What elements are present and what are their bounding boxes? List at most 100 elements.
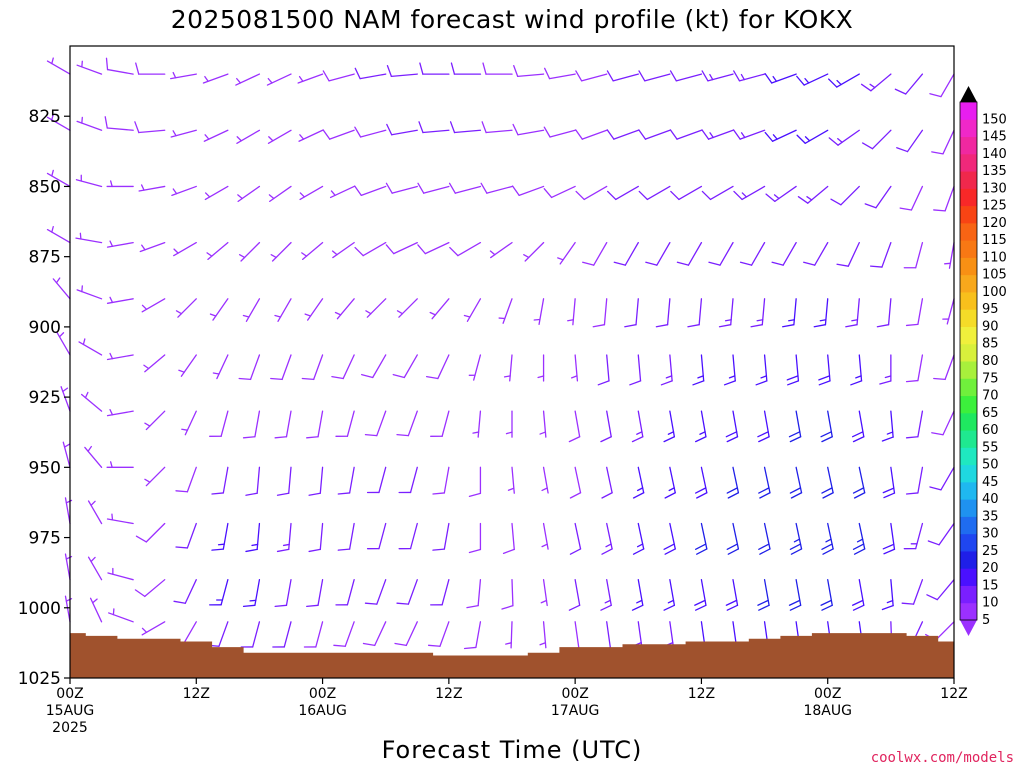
- wind-barb: [354, 241, 387, 257]
- wind-barb: [660, 354, 673, 386]
- wind-barb: [820, 410, 833, 443]
- wind-barb: [708, 241, 734, 266]
- wind-barb: [903, 522, 924, 550]
- wind-barb: [567, 298, 576, 326]
- wind-barb: [638, 70, 671, 82]
- wind-barb: [322, 70, 355, 82]
- colorbar-segment: [960, 188, 977, 207]
- wind-barb: [398, 466, 418, 494]
- wind-barb: [606, 129, 639, 140]
- wind-barb: [818, 354, 831, 386]
- colorbar-segment: [960, 102, 977, 120]
- colorbar-label: 125: [982, 199, 1007, 214]
- wind-barb: [106, 352, 134, 361]
- colorbar-label: 45: [982, 475, 999, 490]
- wind-barb: [175, 522, 197, 549]
- wind-barb: [270, 241, 292, 262]
- y-tick-label: 1025: [18, 669, 61, 689]
- wind-barb: [725, 410, 739, 443]
- wind-barb: [850, 354, 863, 386]
- wind-barb: [135, 62, 166, 75]
- wind-barb: [903, 241, 924, 269]
- wind-barb: [134, 579, 166, 598]
- wind-barb: [851, 579, 865, 611]
- colorbar-segment: [960, 153, 977, 172]
- wind-barb: [206, 241, 229, 260]
- wind-barb: [933, 354, 955, 381]
- terrain-surface: [70, 633, 954, 678]
- wind-barb: [905, 410, 924, 439]
- colorbar-segment: [960, 499, 977, 517]
- wind-barb: [582, 241, 608, 266]
- wind-barb: [929, 466, 955, 491]
- wind-barb: [607, 185, 639, 201]
- wind-barb: [803, 241, 829, 266]
- wind-barb: [105, 57, 134, 75]
- wind-barb: [670, 185, 703, 201]
- wind-barb: [303, 621, 324, 648]
- plot-area: [46, 45, 955, 679]
- y-axis: 825 850 875 900 925 950 975 1000 1025: [18, 107, 70, 689]
- wind-barb: [89, 597, 103, 623]
- wind-barb: [830, 185, 860, 206]
- wind-barb: [771, 241, 797, 266]
- wind-barb: [663, 522, 676, 555]
- wind-barb: [170, 129, 197, 138]
- wind-barb: [601, 522, 613, 555]
- wind-barb: [638, 185, 671, 201]
- wind-barb: [592, 298, 608, 328]
- wind-barb: [418, 121, 450, 134]
- wind-barb: [896, 129, 924, 153]
- wind-barb: [821, 466, 834, 499]
- wind-barb: [501, 579, 514, 610]
- colorbar-label: 130: [982, 181, 1007, 196]
- wind-barb: [820, 579, 833, 611]
- wind-barb: [361, 354, 387, 379]
- wind-barb: [430, 410, 450, 437]
- wind-barb: [209, 579, 229, 606]
- wind-barb: [931, 410, 955, 436]
- wind-barb: [202, 73, 229, 84]
- colorbar-segment: [960, 309, 977, 327]
- colorbar-segment: [960, 568, 977, 586]
- wind-barb: [723, 354, 736, 386]
- wind-barb: [46, 113, 71, 131]
- wind-barb: [882, 466, 896, 499]
- wind-barb: [236, 129, 261, 144]
- wind-barb: [299, 185, 324, 201]
- wind-barb: [505, 410, 513, 438]
- wind-barb: [541, 466, 549, 494]
- wind-barb: [267, 129, 292, 144]
- wind-barb: [308, 466, 324, 496]
- wind-barb: [788, 579, 802, 611]
- colorbar-label: 70: [982, 389, 999, 404]
- wind-barb: [64, 497, 73, 525]
- colorbar-label: 65: [982, 406, 999, 421]
- wind-barb: [366, 466, 387, 494]
- wind-barb: [394, 621, 418, 647]
- colorbar-segment: [960, 516, 977, 535]
- wind-barb: [178, 354, 197, 377]
- wind-barb: [533, 298, 545, 326]
- colorbar-label: 40: [982, 492, 999, 507]
- colorbar-label: 140: [982, 147, 1007, 162]
- x-tick-label: 00Z: [56, 686, 83, 702]
- x-tick-label: 12Z: [940, 686, 967, 702]
- wind-barb: [329, 185, 355, 199]
- colorbar-segment: [960, 274, 977, 293]
- wind-barb: [755, 354, 768, 386]
- colorbar-label: 75: [982, 371, 999, 386]
- wind-barb: [396, 579, 418, 605]
- wind-barb: [676, 241, 703, 266]
- wind-barb: [631, 579, 644, 611]
- wind-barb: [139, 241, 166, 253]
- wind-barb: [304, 298, 324, 321]
- wind-barb: [864, 185, 892, 209]
- wind-barb: [796, 73, 829, 86]
- wind-barb: [933, 185, 955, 212]
- wind-barb: [869, 241, 892, 268]
- wind-barb: [821, 522, 834, 555]
- wind-barb: [568, 410, 581, 443]
- wind-barb: [757, 579, 770, 611]
- wind-barb: [695, 466, 708, 499]
